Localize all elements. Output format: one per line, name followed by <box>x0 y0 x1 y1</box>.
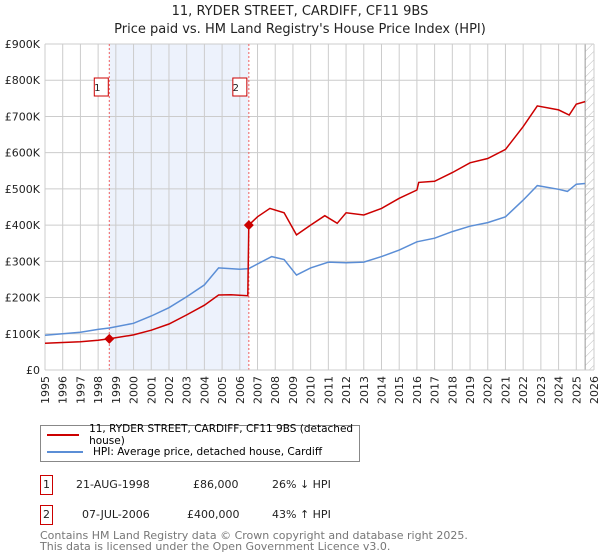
sale-marker-label: 2 <box>233 83 239 94</box>
x-tick-label: 2019 <box>464 376 477 404</box>
ownership-shade <box>109 44 249 370</box>
x-tick-label: 2000 <box>128 376 141 404</box>
legend-item-hpi: HPI: Average price, detached house, Card… <box>47 444 322 460</box>
x-tick-label: 2003 <box>181 376 194 404</box>
x-tick-label: 1999 <box>110 376 123 404</box>
transaction-badge: 2 <box>40 505 53 525</box>
forecast-hatch <box>585 44 594 370</box>
y-tick-label: £500K <box>5 183 41 196</box>
legend-label-property: 11, RYDER STREET, CARDIFF, CF11 9BS (det… <box>89 423 354 447</box>
x-tick-label: 2007 <box>252 376 265 404</box>
legend-item-property: 11, RYDER STREET, CARDIFF, CF11 9BS (det… <box>47 423 359 447</box>
y-tick-label: £700K <box>5 110 41 123</box>
x-tick-label: 2004 <box>198 376 211 404</box>
chart-title: 11, RYDER STREET, CARDIFF, CF11 9BS <box>171 4 429 19</box>
transaction-date: 07-JUL-2006 <box>82 508 150 521</box>
y-tick-label: £900K <box>5 38 41 51</box>
attribution: Contains HM Land Registry data © Crown c… <box>40 530 468 552</box>
x-tick-label: 2001 <box>145 376 158 404</box>
transaction-price: £400,000 <box>187 508 240 521</box>
legend: 11, RYDER STREET, CARDIFF, CF11 9BS (det… <box>40 423 360 462</box>
chart-plot: 1995 1996 1997 1998 1999 2000 2001 2002 2003 2004… <box>5 38 600 404</box>
x-tick-label: 2022 <box>517 376 530 404</box>
y-tick-label: £100K <box>5 328 41 341</box>
sale-marker-label: 1 <box>94 83 100 94</box>
property-price-line <box>44 100 586 344</box>
x-tick-label: 1998 <box>92 376 105 404</box>
x-tick-label: 2015 <box>393 376 406 404</box>
transaction-badge: 1 <box>40 475 53 495</box>
y-tick-label: £800K <box>5 74 41 87</box>
x-tick-label: 2008 <box>269 376 282 404</box>
y-tick-label: £400K <box>5 219 41 232</box>
sale-point <box>243 220 254 231</box>
x-tick-label: 2014 <box>375 376 388 404</box>
x-tick-label: 2018 <box>446 376 459 404</box>
x-tick-label: 2013 <box>358 376 371 404</box>
hpi-line <box>44 182 586 336</box>
transaction-hpi: 26% ↓ HPI <box>272 478 331 491</box>
sale-marker-box <box>232 77 248 97</box>
x-tick-label: 2010 <box>305 376 318 404</box>
transaction-row: 2 07-JUL-2006 £400,000 43% ↑ HPI <box>40 505 440 525</box>
transaction-hpi: 43% ↑ HPI <box>272 508 331 521</box>
x-tick-label: 1995 <box>39 376 52 404</box>
chart-subtitle: Price paid vs. HM Land Registry's House … <box>114 22 486 37</box>
transaction-date: 21-AUG-1998 <box>76 478 150 491</box>
transaction-row: 1 21-AUG-1998 £86,000 26% ↓ HPI <box>40 475 440 495</box>
x-tick-label: 2012 <box>340 376 353 404</box>
legend-label-hpi: HPI: Average price, detached house, Card… <box>93 446 323 458</box>
transaction-price: £86,000 <box>193 478 239 491</box>
attribution-line-2: This data is licensed under the Open Gov… <box>40 540 391 553</box>
x-tick-label: 2009 <box>287 376 300 404</box>
x-tick-label: 2011 <box>322 376 335 404</box>
legend-swatch-property <box>47 434 80 436</box>
sale-marker-box <box>93 77 109 97</box>
x-tick-label: 2017 <box>429 376 442 404</box>
legend-swatch-hpi <box>47 451 83 453</box>
y-tick-label: £300K <box>5 255 41 268</box>
x-tick-label: 1997 <box>74 376 87 404</box>
sale-point <box>104 333 115 344</box>
x-tick-label: 2023 <box>535 376 548 404</box>
y-tick-label: £200K <box>5 292 41 305</box>
x-tick-label: 1996 <box>57 376 70 404</box>
x-tick-label: 2002 <box>163 376 176 404</box>
x-tick-label: 2026 <box>588 376 600 404</box>
attribution-line-1: Contains HM Land Registry data © Crown c… <box>40 529 468 542</box>
x-tick-label: 2025 <box>570 376 583 404</box>
y-tick-label: £600K <box>5 147 41 160</box>
x-tick-label: 2006 <box>234 376 247 404</box>
x-tick-label: 2020 <box>482 376 495 404</box>
x-tick-label: 2021 <box>499 376 512 404</box>
x-tick-label: 2005 <box>216 376 229 404</box>
y-tick-label: £0 <box>26 364 40 377</box>
x-tick-label: 2024 <box>553 376 566 404</box>
x-tick-label: 2016 <box>411 376 424 404</box>
